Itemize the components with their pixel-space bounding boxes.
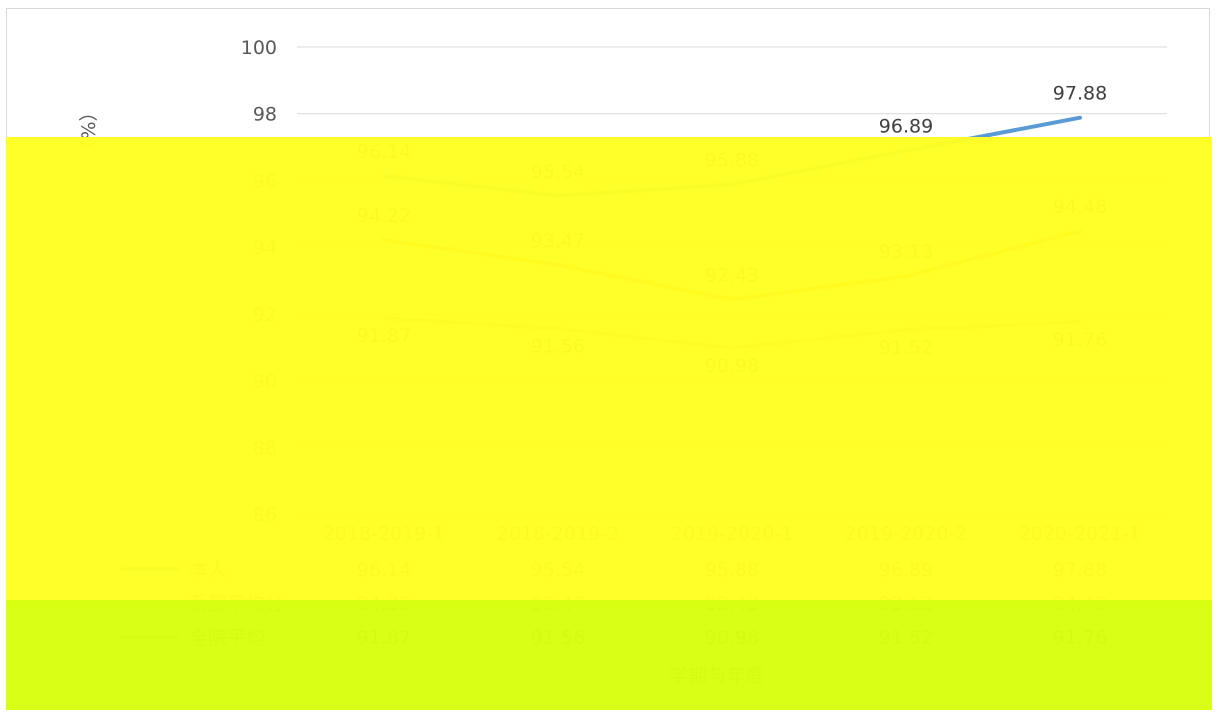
- data-label: 96.89: [879, 116, 933, 138]
- highlight-overlay-top: [6, 137, 1212, 607]
- y-tick-label: 98: [253, 104, 277, 126]
- highlight-overlay-bottom: [6, 600, 1212, 710]
- data-label: 97.88: [1053, 83, 1107, 105]
- y-tick-label: 100: [241, 37, 277, 59]
